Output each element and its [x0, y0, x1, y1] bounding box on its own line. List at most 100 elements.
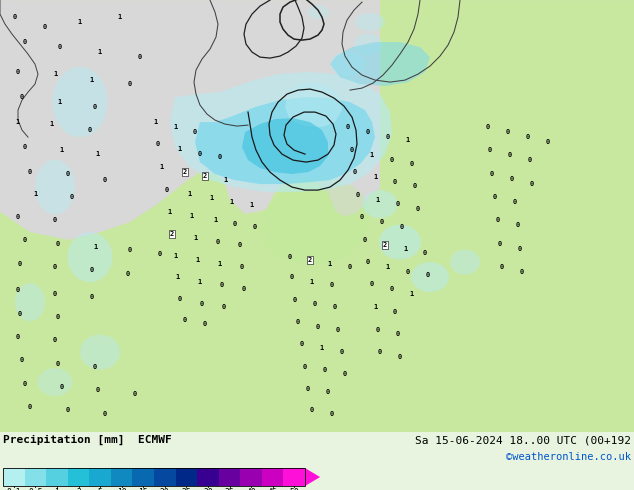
Polygon shape	[242, 118, 328, 174]
Bar	[111, 468, 133, 486]
Text: 0: 0	[242, 286, 246, 292]
Text: 1: 1	[98, 49, 102, 55]
Text: 0: 0	[58, 44, 62, 50]
Text: Precipitation [mm]  ECMWF: Precipitation [mm] ECMWF	[3, 435, 172, 445]
Text: 5: 5	[98, 488, 103, 490]
Text: 0: 0	[103, 177, 107, 183]
Text: 1: 1	[176, 274, 180, 280]
Text: 0: 0	[200, 301, 204, 307]
Text: 0: 0	[546, 139, 550, 145]
Bar	[89, 468, 111, 486]
Text: 40: 40	[246, 488, 256, 490]
Text: 0: 0	[198, 151, 202, 157]
Text: 0: 0	[520, 269, 524, 275]
Text: 1: 1	[16, 119, 20, 125]
Text: 0: 0	[16, 214, 20, 220]
Text: 0: 0	[500, 264, 504, 270]
Text: 0: 0	[378, 349, 382, 355]
Polygon shape	[195, 97, 375, 184]
Text: 0: 0	[20, 94, 24, 100]
Text: 0: 0	[510, 176, 514, 182]
Text: 0: 0	[393, 179, 397, 185]
Text: 0: 0	[346, 124, 350, 130]
Text: 0: 0	[340, 349, 344, 355]
Text: 0: 0	[400, 224, 404, 230]
Ellipse shape	[35, 160, 75, 215]
Text: 0: 0	[13, 14, 17, 20]
Text: 0: 0	[53, 217, 57, 223]
Bar	[176, 468, 197, 486]
Text: 0: 0	[416, 206, 420, 212]
Text: 0: 0	[386, 134, 390, 140]
Text: 1: 1	[153, 119, 157, 125]
Polygon shape	[285, 82, 342, 127]
Text: 0: 0	[296, 319, 300, 325]
Text: 0: 0	[356, 192, 360, 198]
Text: 0: 0	[133, 391, 137, 397]
Text: 0: 0	[23, 381, 27, 387]
Text: 2: 2	[76, 488, 81, 490]
Text: 0: 0	[366, 129, 370, 135]
Text: 0: 0	[516, 222, 520, 228]
Text: 0: 0	[410, 161, 414, 167]
Text: 0: 0	[518, 246, 522, 252]
Text: 0: 0	[43, 24, 47, 30]
Text: 0: 0	[70, 194, 74, 200]
Text: 0: 0	[220, 282, 224, 288]
Ellipse shape	[330, 51, 365, 76]
Bar	[3, 468, 305, 486]
Ellipse shape	[363, 190, 398, 218]
Text: 0: 0	[306, 386, 310, 392]
Text: 0: 0	[348, 264, 352, 270]
Text: 1: 1	[320, 345, 324, 351]
Text: 0: 0	[513, 199, 517, 205]
Text: 1: 1	[213, 217, 217, 223]
Bar	[3, 468, 25, 486]
Text: 0: 0	[300, 341, 304, 347]
Text: 1: 1	[376, 197, 380, 203]
Text: 1: 1	[190, 213, 194, 219]
Text: 0: 0	[23, 39, 27, 45]
Text: 1: 1	[403, 246, 407, 252]
Text: 0: 0	[20, 357, 24, 363]
Polygon shape	[305, 468, 320, 486]
Text: 1: 1	[218, 261, 222, 267]
Text: 0: 0	[310, 407, 314, 413]
Text: 0: 0	[16, 287, 20, 293]
Polygon shape	[0, 0, 634, 242]
Text: 0: 0	[178, 296, 182, 302]
Text: 0: 0	[23, 144, 27, 150]
Text: 30: 30	[203, 488, 213, 490]
Text: 35: 35	[224, 488, 235, 490]
Text: 0: 0	[303, 364, 307, 370]
Text: ©weatheronline.co.uk: ©weatheronline.co.uk	[506, 452, 631, 462]
Text: 0: 0	[380, 219, 384, 225]
Text: 0: 0	[203, 321, 207, 327]
Bar	[197, 468, 219, 486]
Text: 0: 0	[333, 304, 337, 310]
Text: 1: 1	[173, 253, 177, 259]
Polygon shape	[170, 72, 392, 192]
Ellipse shape	[307, 5, 329, 19]
Text: 1: 1	[373, 304, 377, 310]
Text: 0: 0	[60, 384, 64, 390]
Text: 0: 0	[56, 314, 60, 320]
Text: 1: 1	[55, 488, 60, 490]
Text: 0: 0	[216, 239, 220, 245]
Text: 0: 0	[293, 297, 297, 303]
Text: 0: 0	[530, 181, 534, 187]
Ellipse shape	[15, 283, 45, 321]
Text: 0: 0	[218, 154, 222, 160]
Text: 0: 0	[290, 274, 294, 280]
Text: 0: 0	[360, 214, 364, 220]
Text: 1: 1	[93, 244, 97, 250]
Ellipse shape	[411, 262, 449, 292]
Ellipse shape	[53, 67, 108, 137]
Ellipse shape	[37, 368, 72, 396]
Polygon shape	[380, 0, 634, 247]
Text: 0: 0	[16, 334, 20, 340]
Text: 1: 1	[230, 199, 234, 205]
Text: 0: 0	[253, 224, 257, 230]
Text: 0: 0	[240, 264, 244, 270]
Text: 1: 1	[193, 235, 197, 241]
